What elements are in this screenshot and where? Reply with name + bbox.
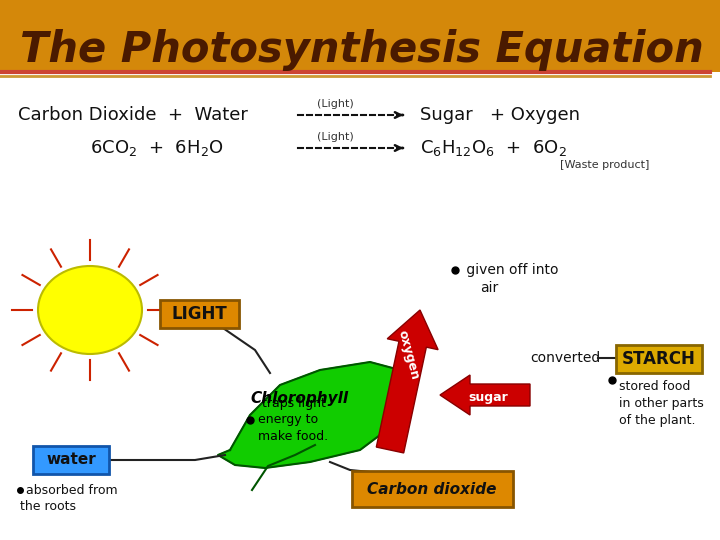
Text: LIGHT: LIGHT xyxy=(171,305,227,323)
Text: converted: converted xyxy=(530,351,600,365)
Text: traps light
energy to
make food.: traps light energy to make food. xyxy=(258,396,328,443)
Text: $\mathregular{C_6H_{12}O_6}$  +  $\mathregular{6O_2}$: $\mathregular{C_6H_{12}O_6}$ + $\mathreg… xyxy=(420,138,567,158)
Text: stored food
in other parts
of the plant.: stored food in other parts of the plant. xyxy=(619,380,703,427)
Text: (Light): (Light) xyxy=(317,99,354,109)
Text: absorbed from: absorbed from xyxy=(26,483,117,496)
FancyBboxPatch shape xyxy=(352,471,513,507)
FancyArrow shape xyxy=(440,375,530,415)
Text: the roots: the roots xyxy=(20,501,76,514)
Text: sugar: sugar xyxy=(468,392,508,404)
Text: Chlorophyll: Chlorophyll xyxy=(251,390,349,406)
Text: water: water xyxy=(46,453,96,468)
Bar xyxy=(0,78,720,540)
Text: given off into: given off into xyxy=(462,263,559,277)
FancyBboxPatch shape xyxy=(160,300,239,328)
Text: Sugar   + Oxygen: Sugar + Oxygen xyxy=(420,106,580,124)
Text: The Photosynthesis Equation: The Photosynthesis Equation xyxy=(20,29,703,71)
FancyBboxPatch shape xyxy=(33,446,109,474)
Text: STARCH: STARCH xyxy=(622,350,696,368)
FancyBboxPatch shape xyxy=(616,345,702,373)
Text: Carbon Dioxide  +  Water: Carbon Dioxide + Water xyxy=(18,106,248,124)
Text: air: air xyxy=(480,281,498,295)
Text: $\mathregular{6CO_2}$  +  $\mathregular{6H_2O}$: $\mathregular{6CO_2}$ + $\mathregular{6H… xyxy=(90,138,224,158)
Text: [Waste product]: [Waste product] xyxy=(560,160,649,170)
Polygon shape xyxy=(218,362,415,468)
Text: oxygen: oxygen xyxy=(395,329,421,381)
Text: Carbon dioxide: Carbon dioxide xyxy=(367,482,497,496)
Text: (Light): (Light) xyxy=(317,132,354,142)
Ellipse shape xyxy=(38,266,142,354)
Bar xyxy=(0,0,720,72)
FancyArrow shape xyxy=(377,310,438,453)
